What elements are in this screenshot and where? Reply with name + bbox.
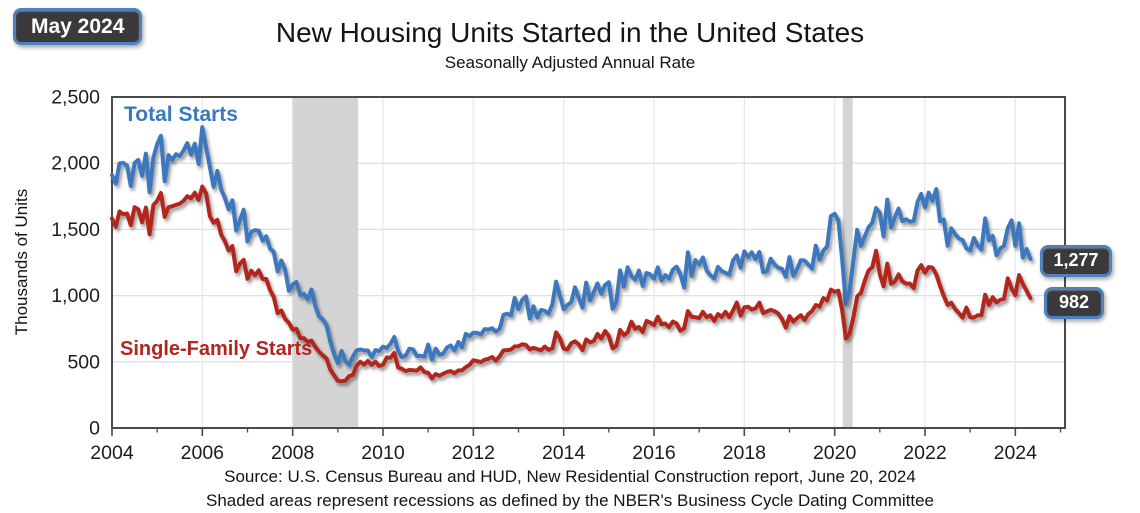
x-tick-label: 2014: [542, 442, 586, 464]
y-axis-title: Thousands of Units: [12, 188, 31, 336]
x-tick-label: 2020: [813, 442, 857, 464]
y-tick-label: 1,000: [51, 285, 100, 307]
x-tick-label: 2006: [181, 442, 224, 464]
date-badge: May 2024: [13, 8, 143, 46]
recession-bands: [292, 97, 853, 428]
total-starts-value-badge: 1,277: [1040, 245, 1112, 277]
x-tick-label: 2008: [271, 442, 314, 464]
y-tick-labels: 0 500 1,000 1,500 2,000 2,500: [51, 87, 100, 440]
y-tick-label: 1,500: [51, 219, 100, 241]
chart-title: New Housing Units Started in the United …: [275, 17, 865, 48]
gridlines: [112, 97, 1065, 428]
y-tick-label: 2,500: [51, 87, 100, 109]
x-tick-label: 2024: [994, 442, 1038, 464]
total-starts-line: [110, 125, 1033, 367]
x-tick-label: 2016: [632, 442, 675, 464]
x-tick-label: 2010: [361, 442, 405, 464]
single-family-series-label: Single-Family Starts: [120, 338, 313, 360]
x-tick-label: 2022: [903, 442, 946, 464]
recession-note: Shaded areas represent recessions as def…: [206, 491, 934, 510]
y-tick-label: 500: [67, 351, 100, 373]
chart-subtitle: Seasonally Adjusted Annual Rate: [444, 53, 696, 72]
total-starts-series-label: Total Starts: [124, 103, 238, 126]
x-tick-labels: 2004 2006 2008 2010 2012 2014 2016 2018 2020 2022…: [90, 442, 1037, 464]
x-axis-ticks: [111, 428, 1062, 436]
y-tick-label: 0: [89, 418, 100, 440]
plot-border: [111, 96, 1066, 429]
x-tick-label: 2012: [452, 442, 495, 464]
single-family-starts-line: [110, 184, 1033, 384]
x-tick-label: 2004: [90, 442, 134, 464]
single-family-value-badge: 982: [1044, 287, 1104, 319]
y-tick-label: 2,000: [51, 153, 100, 175]
source-note: Source: U.S. Census Bureau and HUD, New …: [224, 467, 916, 486]
x-tick-label: 2018: [723, 442, 766, 464]
